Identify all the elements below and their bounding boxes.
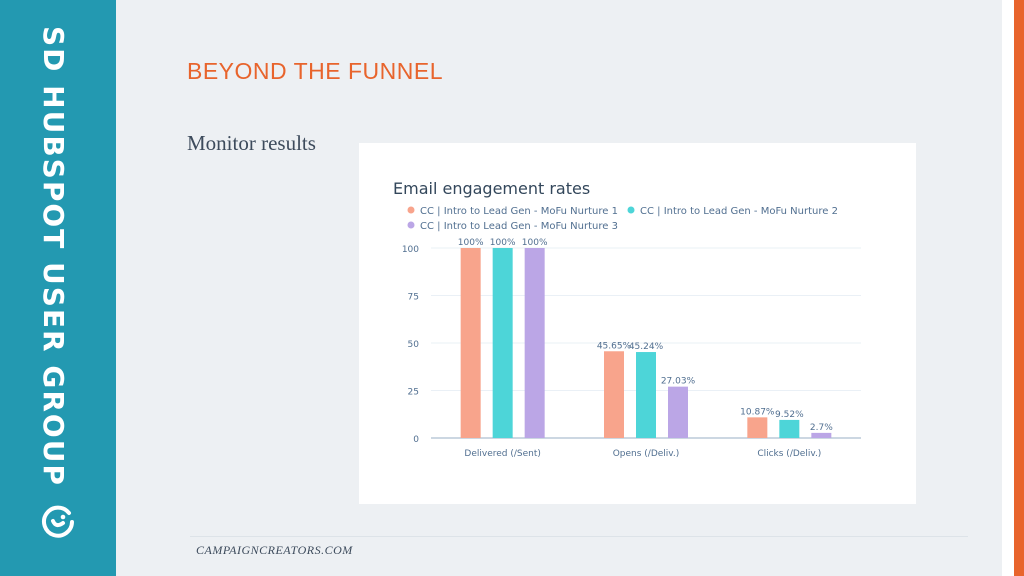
- slide-title: BEYOND THE FUNNEL: [187, 58, 444, 84]
- data-label: 9.52%: [775, 410, 804, 420]
- bar: [492, 248, 513, 438]
- bar: [460, 248, 481, 438]
- legend-label: CC | Intro to Lead Gen - MoFu Nurture 2: [640, 206, 838, 217]
- data-label: 100%: [490, 238, 516, 248]
- bar: [524, 248, 545, 438]
- footer-divider: [190, 536, 968, 537]
- x-tick-label: Opens (/Deliv.): [613, 449, 680, 459]
- legend-marker: [627, 206, 635, 214]
- data-label: 100%: [458, 238, 484, 248]
- data-label: 45.24%: [629, 342, 664, 352]
- bar: [747, 417, 768, 438]
- data-label: 10.87%: [740, 407, 775, 417]
- legend-marker: [407, 221, 415, 229]
- chart-title: Email engagement rates: [393, 179, 590, 198]
- x-tick-label: Clicks (/Deliv.): [757, 449, 821, 459]
- legend-label: CC | Intro to Lead Gen - MoFu Nurture 1: [420, 206, 618, 217]
- slide-subtitle: Monitor results: [187, 131, 316, 155]
- data-label: 27.03%: [661, 377, 696, 387]
- legend-label: CC | Intro to Lead Gen - MoFu Nurture 3: [420, 221, 618, 232]
- chart-card: Email engagement rates CC | Intro to Lead…: [359, 143, 916, 504]
- y-tick-label: 50: [408, 340, 420, 350]
- bar: [811, 432, 832, 438]
- right-edge-stripe: [1002, 0, 1014, 576]
- x-tick-label: Delivered (/Sent): [464, 449, 540, 459]
- bar: [636, 352, 656, 438]
- sidebar-vertical-title: SD HUBSPOT USER GROUP: [37, 26, 70, 487]
- y-tick-label: 100: [402, 245, 419, 255]
- footer-text: CAMPAIGNCREATORS.COM: [196, 543, 353, 557]
- bar: [668, 386, 688, 438]
- email-engagement-chart: Email engagement rates CC | Intro to Lead…: [393, 179, 861, 459]
- data-label: 45.65%: [597, 341, 632, 351]
- legend-marker: [407, 206, 415, 214]
- y-tick-label: 25: [408, 388, 419, 398]
- campaign-creators-logo-icon: [42, 505, 74, 538]
- data-label: 100%: [522, 238, 548, 248]
- accent-stripe: [1014, 0, 1024, 576]
- data-label: 2.7%: [810, 423, 833, 433]
- sidebar: SD HUBSPOT USER GROUP: [0, 0, 116, 576]
- y-tick-label: 0: [413, 435, 419, 445]
- y-tick-label: 75: [408, 293, 419, 303]
- bar: [779, 419, 800, 438]
- bar: [604, 351, 624, 438]
